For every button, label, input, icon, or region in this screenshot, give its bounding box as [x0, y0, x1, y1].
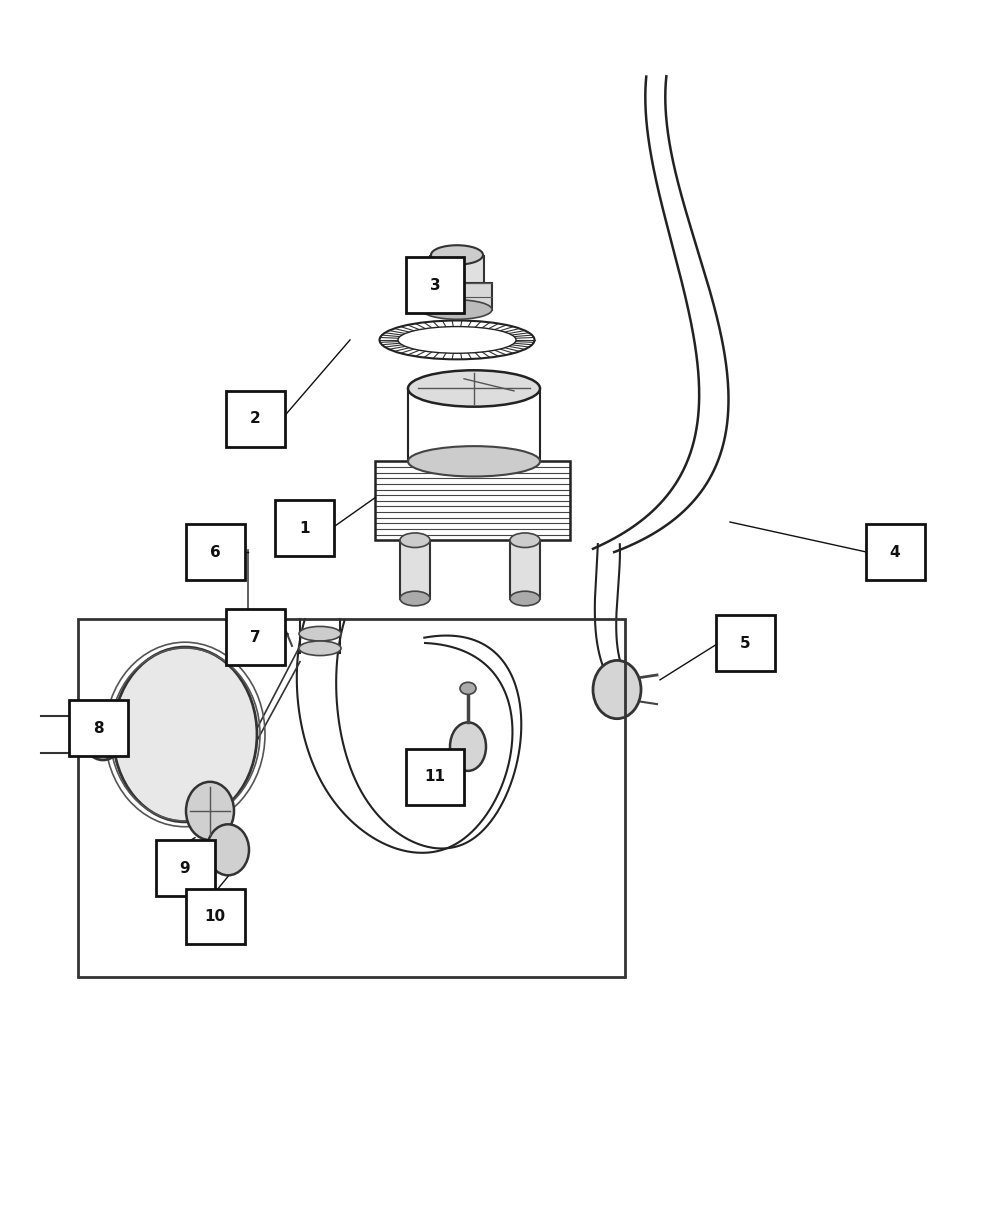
FancyBboxPatch shape — [226, 391, 285, 447]
Ellipse shape — [186, 782, 234, 840]
Text: 1: 1 — [300, 521, 310, 535]
Text: 11: 11 — [424, 770, 446, 784]
Ellipse shape — [450, 722, 486, 771]
Ellipse shape — [113, 647, 257, 822]
Bar — [400, 540, 430, 599]
Bar — [78, 619, 625, 977]
Text: 2: 2 — [250, 412, 260, 426]
FancyBboxPatch shape — [226, 609, 285, 665]
FancyBboxPatch shape — [866, 524, 925, 580]
Text: 7: 7 — [250, 630, 260, 645]
Ellipse shape — [207, 824, 249, 875]
FancyBboxPatch shape — [275, 500, 334, 556]
FancyBboxPatch shape — [186, 889, 244, 944]
Ellipse shape — [422, 300, 492, 319]
Ellipse shape — [431, 245, 483, 265]
Ellipse shape — [408, 447, 540, 476]
Ellipse shape — [460, 682, 476, 694]
FancyBboxPatch shape — [156, 840, 214, 896]
FancyBboxPatch shape — [716, 615, 774, 671]
Ellipse shape — [398, 327, 516, 353]
FancyBboxPatch shape — [406, 257, 464, 313]
Ellipse shape — [82, 709, 124, 760]
Bar — [422, 283, 492, 310]
Text: 4: 4 — [890, 545, 900, 560]
Ellipse shape — [400, 591, 430, 606]
Text: 8: 8 — [93, 721, 103, 736]
Ellipse shape — [299, 626, 341, 641]
Ellipse shape — [400, 533, 430, 548]
Text: 5: 5 — [740, 636, 750, 651]
Bar — [430, 256, 484, 283]
Text: 3: 3 — [430, 278, 440, 293]
Ellipse shape — [299, 641, 341, 656]
Text: 6: 6 — [210, 545, 220, 560]
Ellipse shape — [510, 533, 540, 548]
FancyBboxPatch shape — [68, 700, 128, 756]
Bar — [510, 540, 540, 599]
Text: 9: 9 — [180, 861, 190, 875]
FancyBboxPatch shape — [406, 749, 464, 805]
FancyBboxPatch shape — [186, 524, 244, 580]
Ellipse shape — [593, 660, 641, 719]
Text: 10: 10 — [204, 909, 226, 924]
Ellipse shape — [408, 370, 540, 407]
Ellipse shape — [510, 591, 540, 606]
